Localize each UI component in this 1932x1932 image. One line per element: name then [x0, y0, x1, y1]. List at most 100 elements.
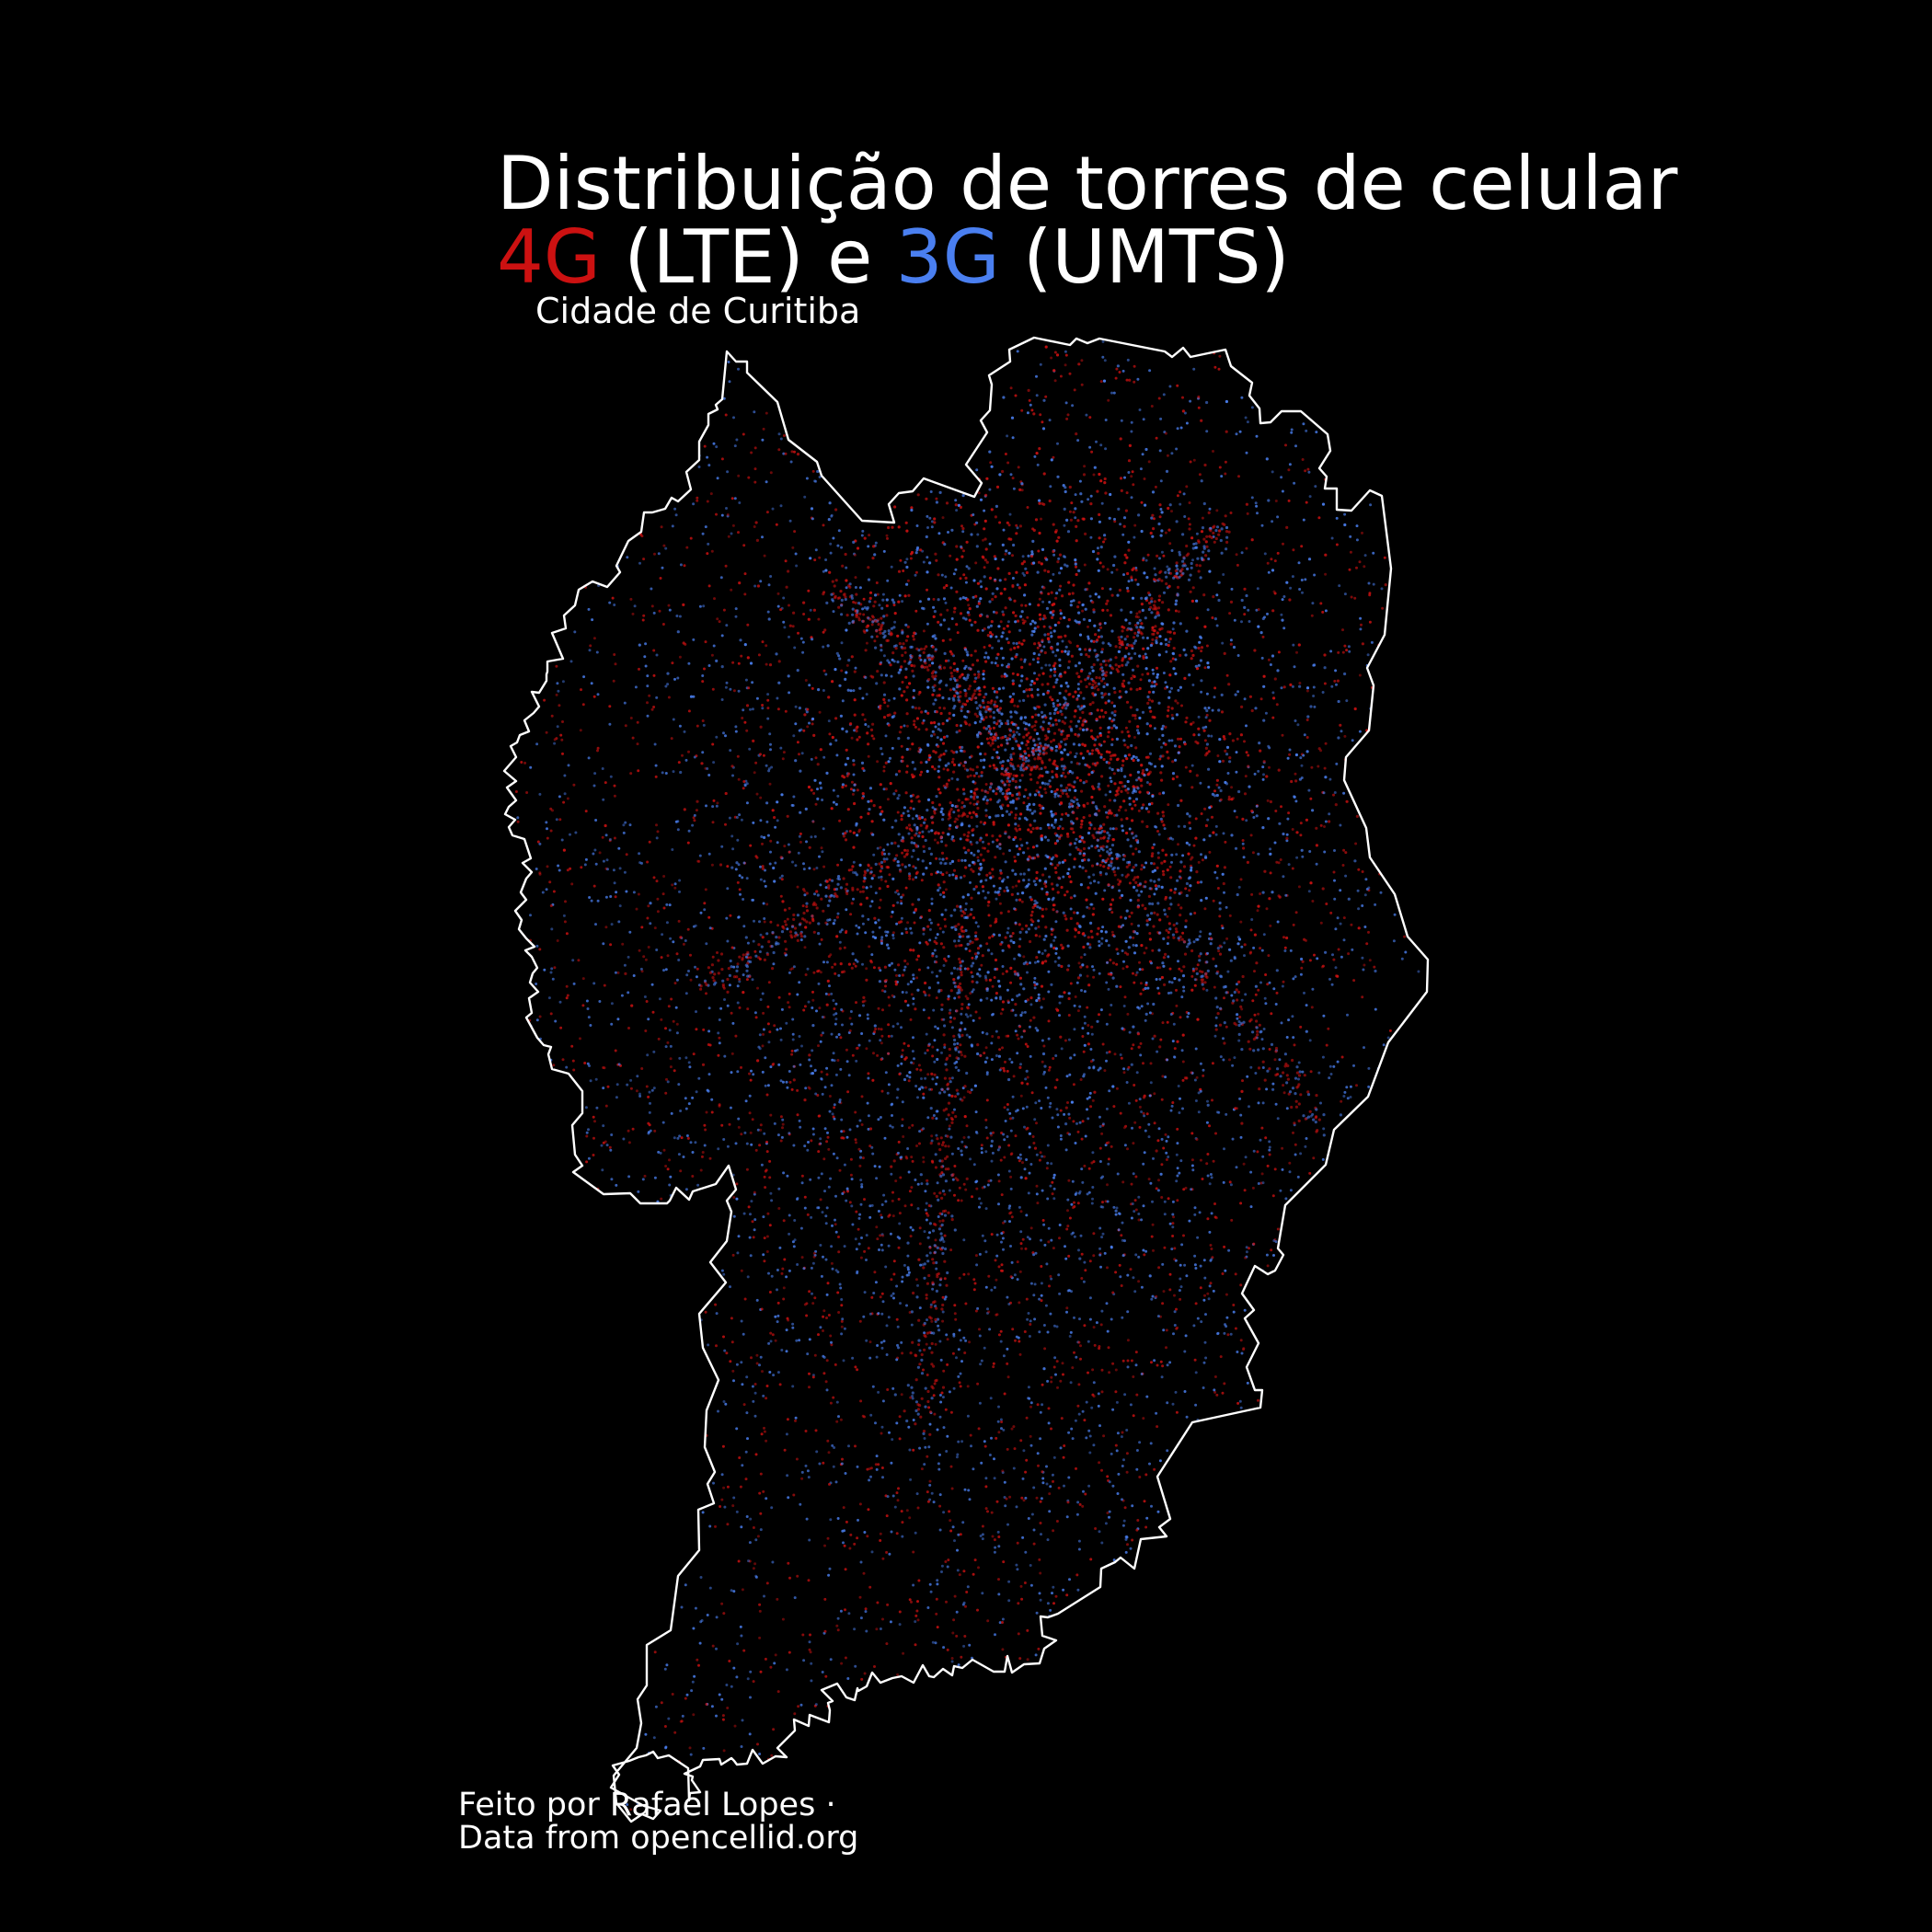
- tower-dot: [1362, 1811, 1365, 1813]
- tower-dot: [965, 1033, 969, 1037]
- tower-dot: [1254, 993, 1258, 996]
- tower-dot: [784, 559, 788, 563]
- tower-dot: [769, 471, 773, 475]
- tower-dot: [529, 765, 533, 769]
- tower-dot: [1285, 839, 1289, 843]
- tower-dot: [1130, 1632, 1133, 1636]
- tower-dot: [1129, 1403, 1133, 1407]
- tower-dot: [736, 1001, 740, 1005]
- tower-dot: [1372, 473, 1375, 477]
- tower-dot: [722, 1612, 726, 1616]
- tower-dot: [545, 888, 548, 891]
- tower-dot: [1305, 1004, 1308, 1007]
- tower-dot: [795, 564, 799, 568]
- tower-dot: [738, 874, 742, 878]
- tower-dot: [848, 1128, 852, 1132]
- tower-dot: [1400, 405, 1404, 408]
- tower-dot: [942, 372, 945, 375]
- tower-dot: [1182, 985, 1186, 989]
- tower-dot: [983, 1801, 986, 1805]
- tower-dot: [642, 558, 646, 561]
- tower-dot: [740, 1745, 743, 1748]
- tower-dot: [1281, 598, 1284, 602]
- tower-dot: [664, 772, 668, 775]
- tower-dot: [1219, 798, 1223, 801]
- tower-dot: [1239, 920, 1243, 924]
- tower-dot: [1396, 1196, 1399, 1200]
- tower-dot: [904, 927, 908, 931]
- tower-dot: [700, 369, 704, 373]
- tower-dot: [989, 461, 993, 465]
- tower-dot: [566, 1447, 569, 1451]
- tower-dot: [535, 1217, 539, 1221]
- tower-dot: [1309, 797, 1313, 800]
- tower-dot: [723, 1054, 727, 1058]
- tower-dot: [1041, 1403, 1044, 1407]
- tower-dot: [1189, 460, 1192, 464]
- tower-dot: [1392, 1329, 1396, 1333]
- tower-dot: [701, 751, 705, 754]
- tower-dot: [996, 745, 1000, 749]
- tower-dot: [1040, 767, 1043, 770]
- tower-dot: [1280, 476, 1283, 479]
- tower-dot: [1411, 820, 1415, 823]
- tower-dot: [1207, 558, 1211, 560]
- tower-dot: [1341, 864, 1345, 867]
- tower-dot: [857, 830, 861, 834]
- tower-dot: [646, 1234, 650, 1237]
- tower-dot: [962, 1182, 966, 1186]
- tower-dot: [1046, 1663, 1050, 1667]
- tower-dot: [823, 1086, 827, 1089]
- tower-dot: [1203, 666, 1207, 670]
- tower-dot: [1293, 1312, 1296, 1316]
- tower-dot: [1332, 1064, 1336, 1068]
- tower-dot: [572, 1778, 576, 1782]
- tower-dot: [627, 1616, 630, 1619]
- tower-dot: [1213, 686, 1217, 690]
- tower-dot: [626, 556, 629, 559]
- tower-dot: [1172, 1215, 1176, 1219]
- tower-dot: [1252, 1703, 1256, 1707]
- tower-dot: [530, 446, 534, 450]
- tower-dot: [618, 405, 622, 408]
- tower-dot: [801, 438, 805, 442]
- tower-dot: [549, 1012, 553, 1016]
- tower-dot: [825, 1206, 829, 1210]
- tower-dot: [1165, 1158, 1168, 1161]
- tower-dot: [1328, 1419, 1332, 1422]
- tower-dot: [519, 1290, 523, 1294]
- tower-dot: [1161, 869, 1165, 873]
- tower-dot: [1388, 1717, 1392, 1720]
- tower-dot: [797, 1705, 800, 1708]
- tower-dot: [1266, 1351, 1270, 1354]
- tower-dot: [1242, 856, 1246, 859]
- tower-dot: [944, 1295, 948, 1299]
- tower-dot: [549, 1696, 553, 1699]
- tower-dot: [868, 1039, 871, 1042]
- tower-dot: [1243, 1548, 1247, 1552]
- tower-dot: [634, 1602, 638, 1605]
- tower-dot: [1037, 993, 1041, 996]
- tower-dot: [983, 566, 986, 569]
- tower-dot: [1224, 460, 1227, 464]
- tower-dot: [1363, 926, 1367, 928]
- tower-dot: [1142, 557, 1145, 560]
- tower-dot: [1390, 1085, 1394, 1088]
- tower-dot: [956, 1041, 960, 1045]
- tower-dot: [579, 729, 582, 732]
- tower-dot: [565, 984, 569, 988]
- tower-dot: [1292, 1036, 1295, 1040]
- tower-dot: [1378, 1636, 1382, 1639]
- tower-dot: [1431, 1773, 1433, 1776]
- tower-dot: [1170, 1248, 1174, 1251]
- tower-dot: [1167, 640, 1171, 644]
- tower-dot: [677, 1153, 681, 1156]
- tower-dot: [1060, 1417, 1064, 1420]
- tower-dot: [784, 452, 788, 455]
- tower-dot: [1396, 1161, 1399, 1165]
- tower-dot: [572, 1495, 576, 1499]
- tower-dot: [834, 1480, 838, 1484]
- tower-dot: [1077, 1547, 1081, 1551]
- tower-dot: [877, 1006, 880, 1010]
- tower-dot: [836, 794, 840, 798]
